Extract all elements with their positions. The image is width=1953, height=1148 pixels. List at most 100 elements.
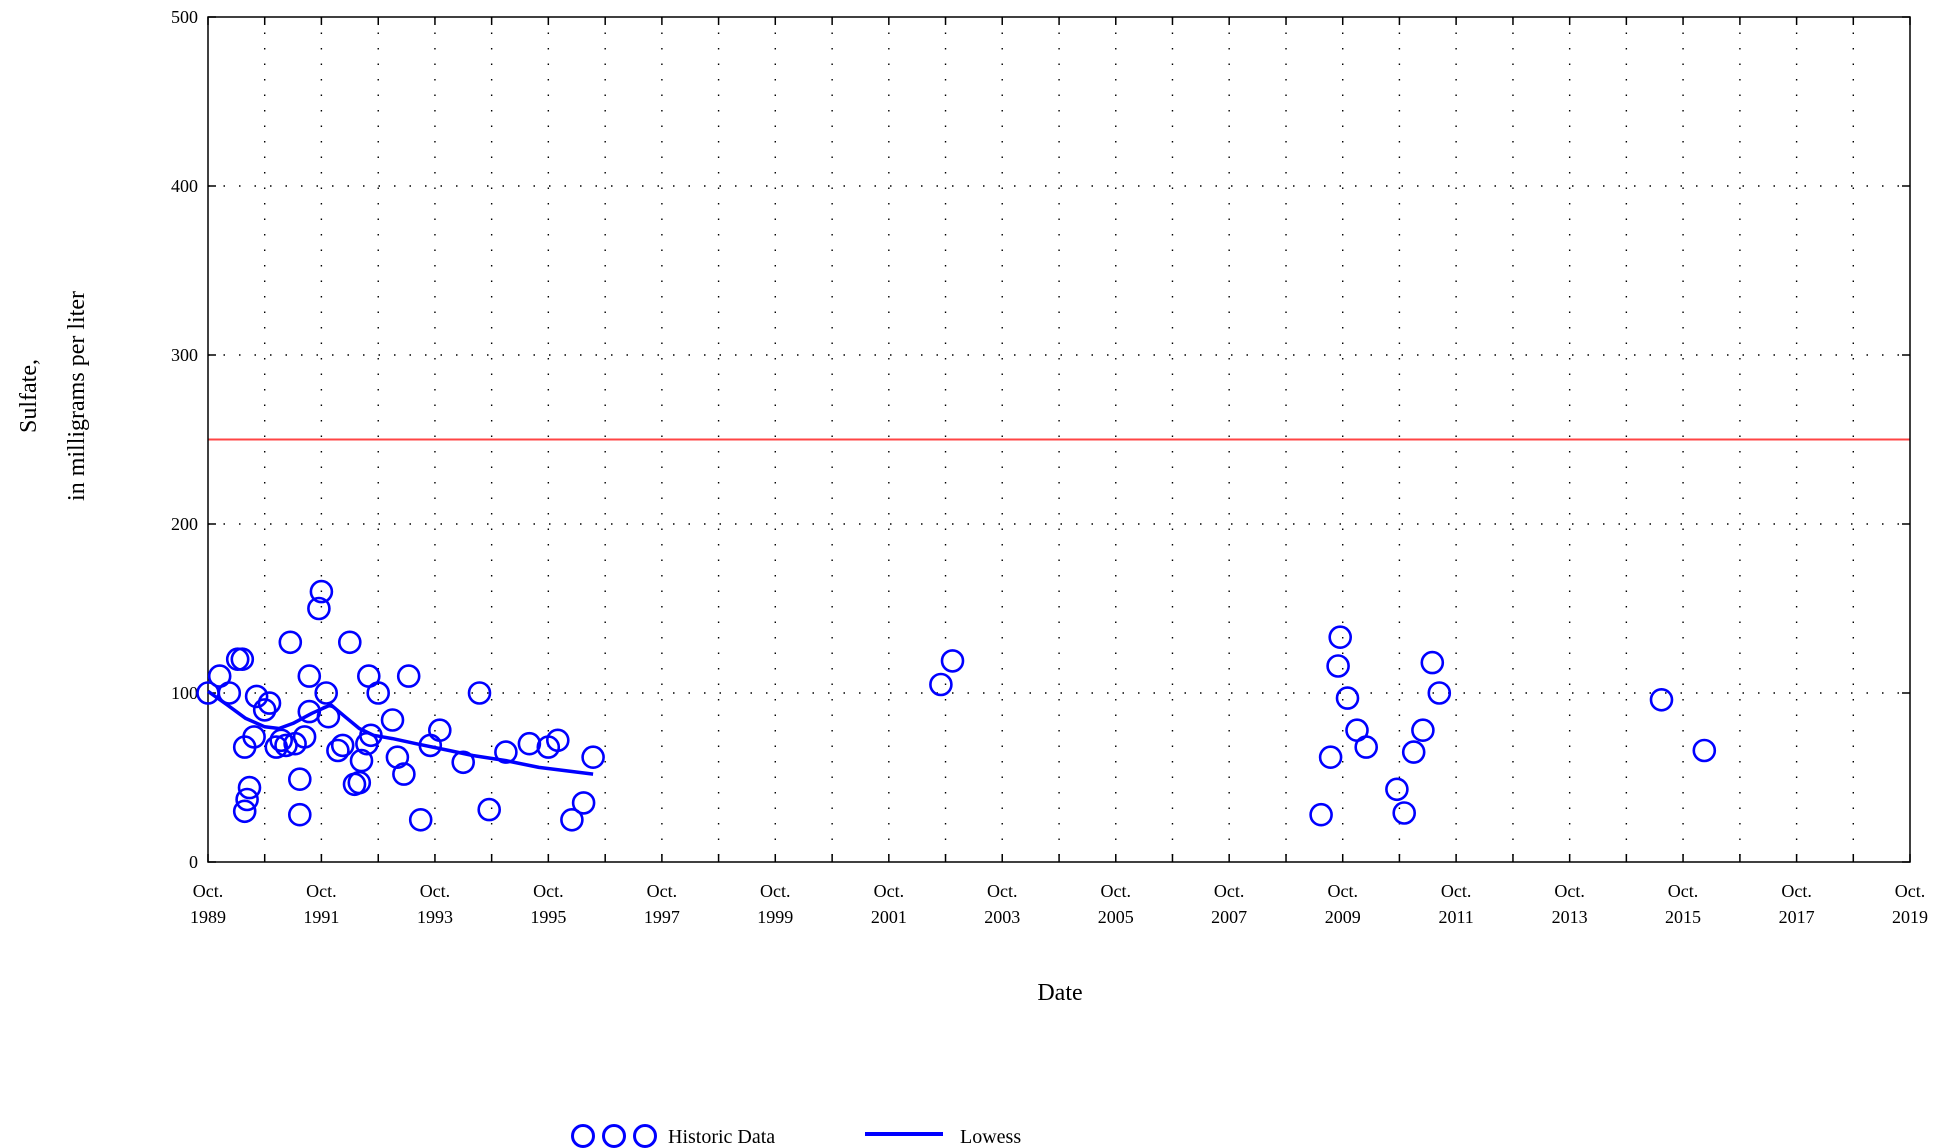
x-tick-label-year: 2011: [1438, 907, 1473, 927]
data-point: [929, 672, 953, 697]
data-point: [1354, 735, 1378, 759]
legend-lowess-label: Lowess: [960, 1126, 1021, 1148]
x-tick-label-year: 1993: [417, 907, 453, 927]
y-tick-label: 300: [171, 345, 198, 365]
x-tick-label-month: Oct.: [420, 881, 451, 901]
legend-historic-data-label: Historic Data: [668, 1126, 775, 1148]
data-point: [385, 745, 410, 770]
data-point: [571, 791, 596, 815]
data-point: [337, 630, 362, 655]
data-point: [316, 704, 341, 729]
data-point: [1420, 650, 1445, 675]
data-point: [392, 762, 416, 786]
x-tick-label-month: Oct.: [1441, 881, 1472, 901]
data-point: [494, 740, 518, 764]
data-point: [244, 684, 269, 709]
x-tick-label-month: Oct.: [874, 881, 905, 901]
data-point: [237, 775, 262, 800]
x-tick-label-month: Oct.: [987, 881, 1018, 901]
data-point: [427, 718, 452, 743]
data-point: [217, 681, 242, 705]
legend-historic-data-marker: [571, 1124, 657, 1148]
data-point: [269, 728, 294, 753]
x-tick-label-year: 2005: [1098, 907, 1134, 927]
data-point: [581, 745, 605, 770]
lowess-series: [206, 689, 594, 776]
data-point: [235, 787, 259, 812]
data-point: [396, 664, 421, 688]
x-tick-label-month: Oct.: [1101, 881, 1132, 901]
data-point: [307, 596, 331, 621]
lowess-line: [206, 689, 594, 776]
data-point: [1692, 738, 1717, 763]
legend: Historic Data Lowess: [571, 1124, 1021, 1148]
historic-data-series: [196, 579, 1717, 832]
data-point: [1392, 801, 1416, 825]
x-tick-label-month: Oct.: [1554, 881, 1585, 901]
y-tick-label: 0: [189, 852, 198, 872]
x-tick-label-year: 2015: [1665, 907, 1701, 927]
data-point: [349, 748, 374, 773]
y-tick-label: 500: [171, 7, 198, 27]
x-tick-label-month: Oct.: [1668, 881, 1699, 901]
data-point: [225, 647, 250, 672]
data-point: [1649, 687, 1674, 712]
x-tick-label-year: 1997: [644, 907, 680, 927]
x-tick-label-year: 1995: [530, 907, 566, 927]
data-point: [326, 738, 350, 763]
data-point: [242, 725, 266, 749]
x-tick-label-year: 2013: [1552, 907, 1588, 927]
x-tick-label-month: Oct.: [193, 881, 224, 901]
x-tick-label-year: 2001: [871, 907, 907, 927]
x-tick-label-year: 2017: [1779, 907, 1815, 927]
x-tick-label-month: Oct.: [1214, 881, 1245, 901]
x-tick-label-month: Oct.: [533, 881, 564, 901]
data-point: [545, 728, 570, 753]
data-point: [1318, 745, 1343, 770]
data-point: [1309, 802, 1333, 827]
x-axis-ticks: Oct. 1989 Oct. 1991 Oct. 1993 Oct. 1995 Oct. 1997…: [190, 17, 1928, 927]
x-tick-label-month: Oct.: [647, 881, 678, 901]
x-tick-label-month: Oct.: [760, 881, 791, 901]
data-point: [1411, 718, 1435, 743]
data-point: [230, 647, 255, 672]
x-tick-label-month: Oct.: [1781, 881, 1812, 901]
data-point: [1385, 777, 1409, 802]
data-point: [380, 708, 405, 732]
x-tick-label-month: Oct.: [1327, 881, 1358, 901]
x-tick-label-year: 2007: [1211, 907, 1247, 927]
x-tick-label-year: 1991: [303, 907, 339, 927]
data-point: [232, 799, 257, 824]
data-point: [467, 681, 492, 705]
x-tick-label-year: 1999: [757, 907, 793, 927]
data-point: [359, 723, 383, 748]
y-axis-title-line2: in milligrams per liter: [64, 291, 90, 501]
data-point: [287, 767, 312, 792]
data-point: [314, 681, 339, 705]
data-point: [366, 681, 391, 705]
data-point: [252, 698, 277, 722]
grid-lines: [208, 17, 1910, 862]
x-tick-label-month: Oct.: [1895, 881, 1926, 901]
y-tick-label: 400: [171, 176, 198, 196]
x-tick-label-month: Oct.: [306, 881, 337, 901]
data-point: [940, 649, 965, 673]
data-point: [1427, 681, 1452, 705]
data-point: [292, 725, 317, 749]
data-point: [451, 750, 476, 775]
data-point: [309, 579, 334, 604]
data-point: [278, 630, 303, 655]
data-point: [1335, 686, 1360, 710]
data-point: [1328, 625, 1352, 650]
data-point: [297, 664, 322, 688]
data-point: [264, 735, 289, 759]
data-point: [257, 691, 282, 715]
data-point: [408, 807, 433, 832]
y-axis-title-line1: Sulfate,: [16, 359, 42, 433]
y-tick-label: 100: [171, 683, 198, 703]
x-tick-label-year: 2019: [1892, 907, 1928, 927]
y-axis-ticks: 0 100 200 300 400 500: [171, 7, 1910, 872]
data-point: [477, 797, 502, 822]
data-point: [560, 807, 584, 832]
